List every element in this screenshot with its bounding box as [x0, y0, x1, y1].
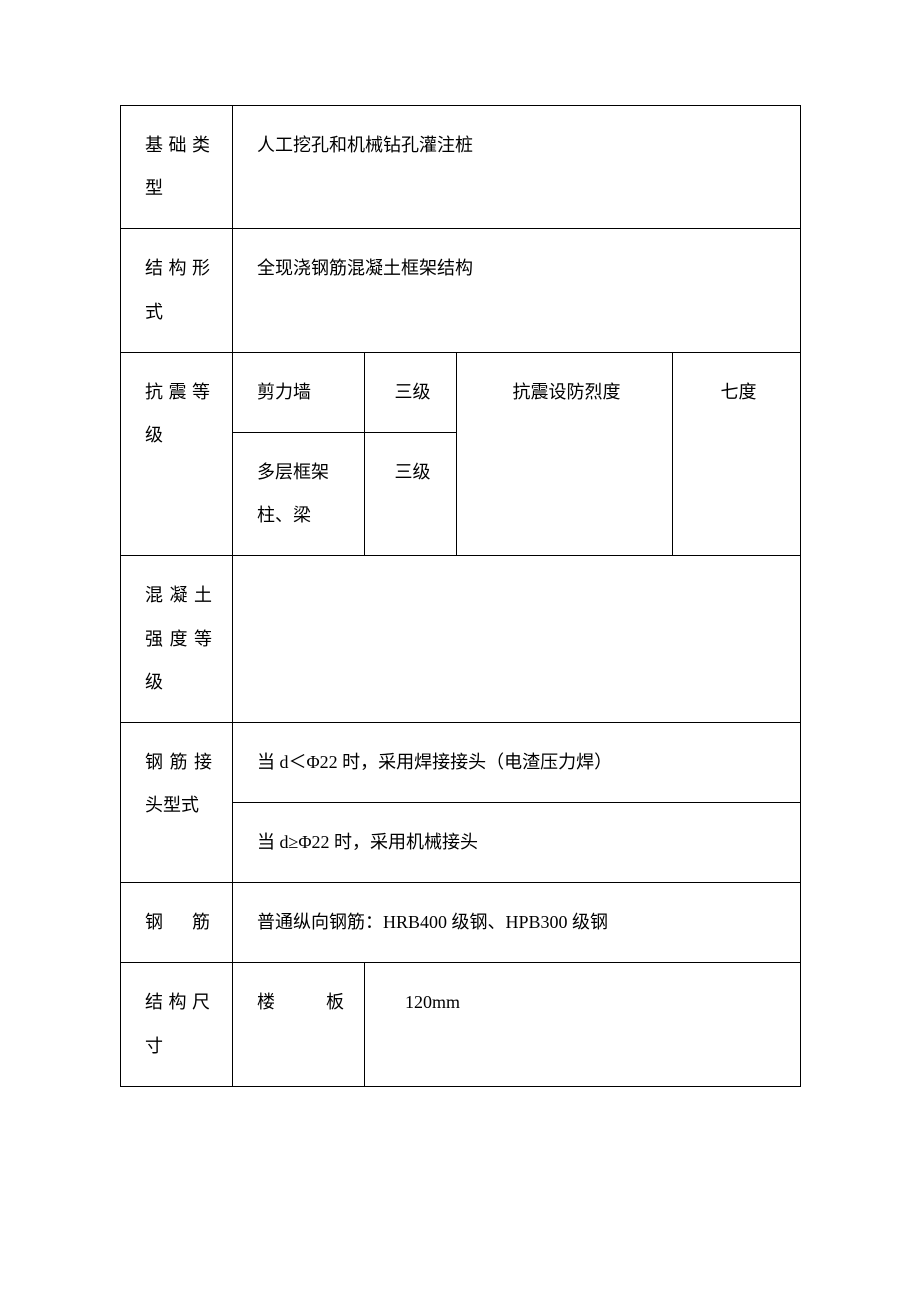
- cell-rebar-joint-line1: 当 d＜Φ22 时，采用焊接接头（电渣压力焊）: [233, 722, 801, 802]
- row-label-rebar-joint: 钢筋接头型式: [121, 722, 233, 882]
- cell-rebar-value: 普通纵向钢筋：HRB400 级钢、HPB300 级钢: [233, 883, 801, 963]
- row-label-foundation: 基础类型: [121, 106, 233, 229]
- cell-seismic-frame-value: 三级: [365, 432, 457, 555]
- table-row: 钢筋 普通纵向钢筋：HRB400 级钢、HPB300 级钢: [121, 883, 801, 963]
- cell-seismic-frame-label: 多层框架柱、梁: [233, 432, 365, 555]
- table-row: 抗震等级 剪力墙 三级 抗震设防烈度 七度: [121, 352, 801, 432]
- cell-seismic-shearwall-label: 剪力墙: [233, 352, 365, 432]
- row-label-seismic: 抗震等级: [121, 352, 233, 556]
- cell-structure-form-value: 全现浇钢筋混凝土框架结构: [233, 229, 801, 352]
- cell-foundation-value: 人工挖孔和机械钻孔灌注桩: [233, 106, 801, 229]
- structure-spec-table: 基础类型 人工挖孔和机械钻孔灌注桩 结构形式 全现浇钢筋混凝土框架结构 抗震等级…: [120, 105, 801, 1087]
- table-row: 结构形式 全现浇钢筋混凝土框架结构: [121, 229, 801, 352]
- cell-concrete-value: [233, 556, 801, 723]
- table-row: 基础类型 人工挖孔和机械钻孔灌注桩: [121, 106, 801, 229]
- cell-seismic-intensity-label: 抗震设防烈度: [457, 352, 673, 556]
- cell-dimensions-sub-value: 120mm: [365, 963, 801, 1086]
- table-row: 结构尺寸 楼板 120mm: [121, 963, 801, 1086]
- cell-dimensions-sub-label: 楼板: [233, 963, 365, 1086]
- row-label-concrete: 混凝土强度等级: [121, 556, 233, 723]
- row-label-structure-form: 结构形式: [121, 229, 233, 352]
- row-label-dimensions: 结构尺寸: [121, 963, 233, 1086]
- cell-rebar-joint-line2: 当 d≥Φ22 时，采用机械接头: [233, 803, 801, 883]
- row-label-rebar: 钢筋: [121, 883, 233, 963]
- table-row: 钢筋接头型式 当 d＜Φ22 时，采用焊接接头（电渣压力焊）: [121, 722, 801, 802]
- cell-seismic-shearwall-value: 三级: [365, 352, 457, 432]
- cell-seismic-intensity-value: 七度: [673, 352, 801, 556]
- table-row: 混凝土强度等级: [121, 556, 801, 723]
